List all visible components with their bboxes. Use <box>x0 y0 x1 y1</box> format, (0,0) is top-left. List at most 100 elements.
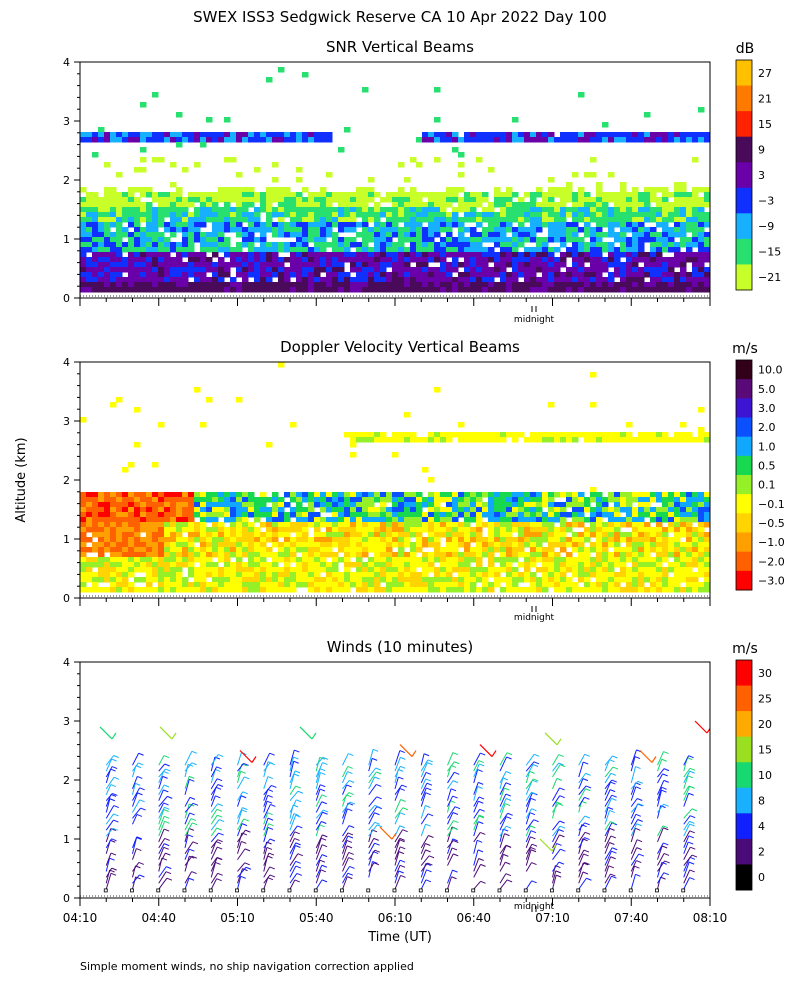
heatmap-cell <box>344 257 351 263</box>
heatmap-cell <box>704 557 710 563</box>
heatmap-cell <box>386 567 393 573</box>
wind-barb <box>210 839 219 849</box>
heatmap-cell <box>650 567 657 573</box>
heatmap-cell <box>284 542 291 548</box>
heatmap-cell <box>278 217 285 223</box>
wind-barb-flag <box>111 758 117 762</box>
heatmap-cell <box>260 267 267 273</box>
heatmap-cell <box>614 437 621 443</box>
heatmap-cell <box>644 197 651 203</box>
heatmap-cell <box>686 522 693 528</box>
heatmap-cell <box>500 257 507 263</box>
heatmap-cell <box>620 282 627 288</box>
heatmap-cell <box>128 507 135 513</box>
heatmap-cell <box>506 502 513 508</box>
heatmap-cell <box>698 252 705 258</box>
heatmap-cell <box>98 222 105 228</box>
heatmap-cell <box>386 497 393 503</box>
heatmap-cell <box>656 267 663 273</box>
heatmap-cell <box>626 567 633 573</box>
heatmap-cell <box>644 562 651 568</box>
heatmap-cell <box>170 272 177 278</box>
heatmap-cell <box>398 227 405 233</box>
heatmap-cell <box>512 502 519 508</box>
heatmap-cell <box>140 507 147 513</box>
heatmap-cell <box>212 287 219 293</box>
heatmap-cell <box>668 517 675 523</box>
heatmap-cell <box>248 187 255 193</box>
heatmap-cell <box>602 207 609 213</box>
wind-barb-flag <box>113 819 119 823</box>
wind-barb <box>263 761 269 778</box>
heatmap-cell <box>368 282 375 288</box>
wind-barb-flag <box>399 837 405 841</box>
heatmap-cell <box>260 197 267 203</box>
heatmap-cell <box>626 192 633 198</box>
heatmap-cell <box>572 517 579 523</box>
wind-barb-flag <box>476 839 483 843</box>
heatmap-cell <box>248 542 255 548</box>
heatmap-cell <box>488 537 495 543</box>
heatmap-cell <box>410 437 417 443</box>
heatmap-cell <box>680 132 687 138</box>
heatmap-cell <box>620 132 627 138</box>
heatmap-cell <box>146 232 153 238</box>
heatmap-cell <box>464 512 471 518</box>
heatmap-cell <box>170 247 177 253</box>
heatmap-cell <box>158 517 165 523</box>
wind-barb <box>499 787 505 801</box>
heatmap-cell <box>488 132 495 138</box>
heatmap-cell <box>92 547 99 553</box>
heatmap-cell <box>416 507 423 513</box>
heatmap-cell <box>224 192 231 198</box>
wind-barb <box>394 838 401 849</box>
heatmap-cell <box>524 517 531 523</box>
heatmap-cell <box>194 577 201 583</box>
wind-barb-flag <box>372 748 379 752</box>
wind-barb-flag <box>242 807 248 811</box>
wind-barb-flag <box>240 875 246 879</box>
heatmap-cell <box>98 492 105 498</box>
heatmap-cell <box>638 197 645 203</box>
heatmap-cell <box>194 587 201 593</box>
heatmap-cell <box>356 587 363 593</box>
heatmap-cell <box>182 227 189 233</box>
heatmap-cell <box>428 537 435 543</box>
heatmap-cell <box>224 222 231 228</box>
heatmap-cell <box>272 517 279 523</box>
heatmap-cell <box>92 212 99 218</box>
wind-barb-flag <box>271 784 277 788</box>
heatmap-cell <box>536 287 543 293</box>
heatmap-cell <box>242 257 249 263</box>
wind-barb <box>499 813 509 825</box>
heatmap-cell <box>212 217 219 223</box>
heatmap-cell <box>80 137 87 143</box>
heatmap-cell <box>302 567 309 573</box>
heatmap-cell <box>272 257 279 263</box>
heatmap-cell <box>80 552 87 558</box>
heatmap-cell <box>536 277 543 283</box>
heatmap-cell <box>188 272 195 278</box>
wind-barb <box>289 790 299 801</box>
heatmap-cell <box>140 187 147 193</box>
heatmap-cell <box>80 492 87 498</box>
heatmap-cell <box>404 522 411 528</box>
heatmap-cell <box>692 132 699 138</box>
heatmap-cell <box>674 567 681 573</box>
heatmap-cell <box>596 262 603 268</box>
heatmap-cell <box>626 262 633 268</box>
heatmap-cell <box>398 237 405 243</box>
heatmap-cell <box>638 512 645 518</box>
wind-barb-flag <box>187 763 194 767</box>
heatmap-cell <box>152 272 159 278</box>
heatmap-cell <box>320 267 327 273</box>
wind-barb <box>158 852 166 866</box>
heatmap-cell <box>506 197 513 203</box>
heatmap-cell <box>704 552 710 558</box>
heatmap-cell <box>110 567 117 573</box>
heatmap-cell <box>80 252 87 258</box>
heatmap-cell <box>206 517 213 523</box>
heatmap-cell <box>542 247 549 253</box>
heatmap-cell <box>104 517 111 523</box>
heatmap-cell <box>344 227 351 233</box>
